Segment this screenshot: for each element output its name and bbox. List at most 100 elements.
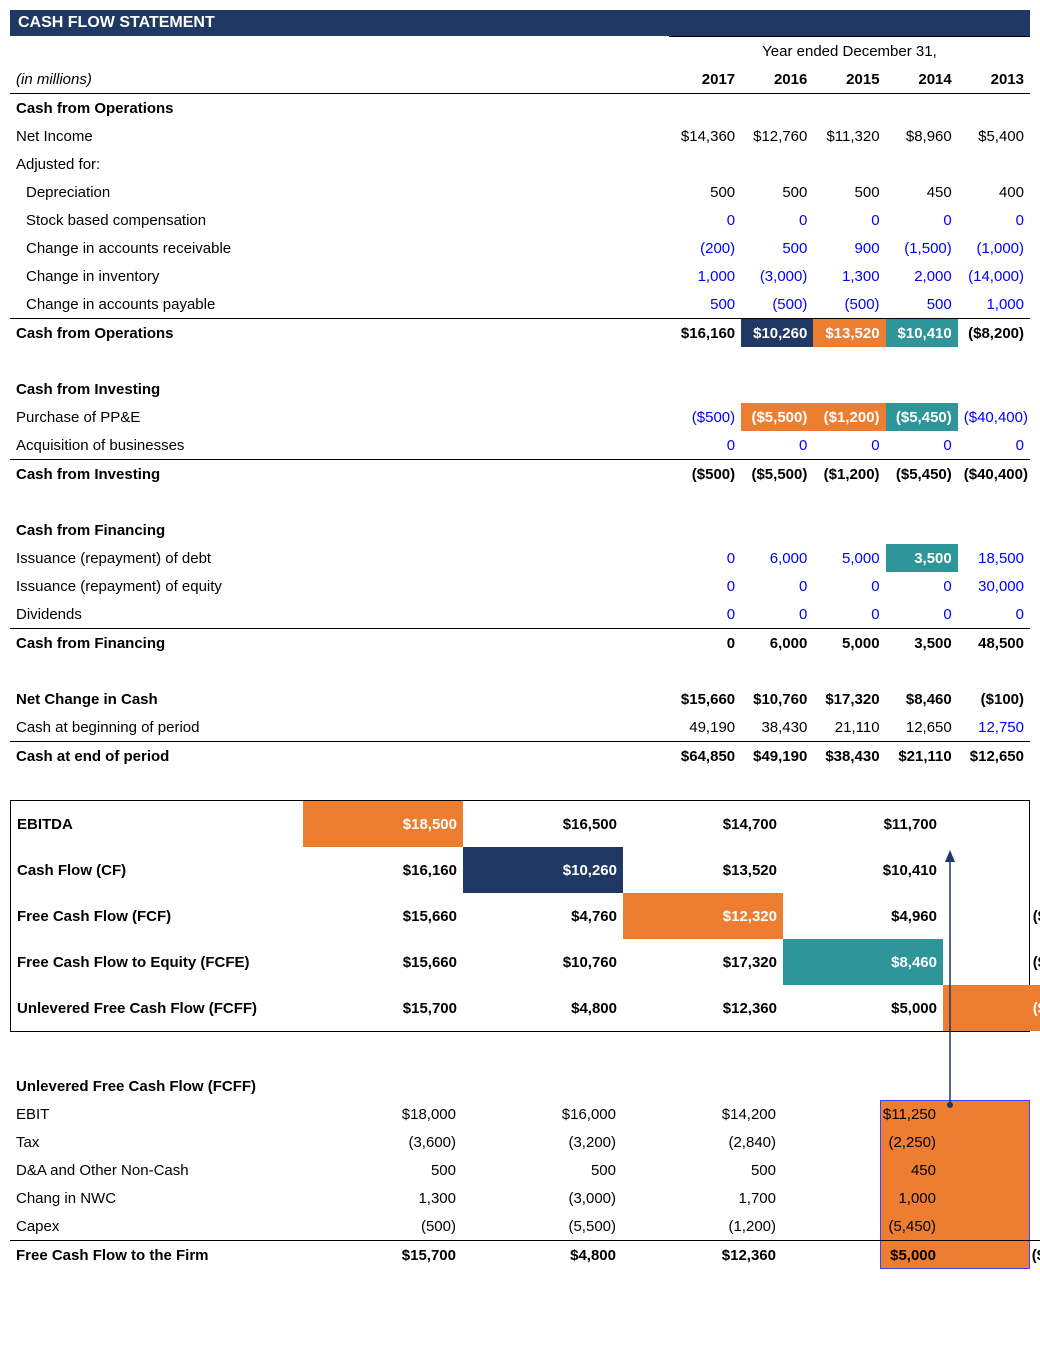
cell-value: (1,200) <box>622 1212 782 1241</box>
cell-value: 500 <box>741 234 813 262</box>
summary-label: Free Cash Flow to Equity (FCFE) <box>11 939 303 985</box>
cell-value: 0 <box>741 572 813 600</box>
units-label: (in millions) <box>10 65 669 94</box>
summary-value: $5,000 <box>783 985 943 1031</box>
cell-value: (200) <box>669 234 741 262</box>
cell-value: 0 <box>886 206 958 234</box>
summary-label: Unlevered Free Cash Flow (FCFF) <box>11 985 303 1031</box>
row-label: Change in inventory <box>10 262 669 290</box>
cell-value: 0 <box>669 572 741 600</box>
total-value: $5,000 <box>782 1241 942 1270</box>
row-label: Issuance (repayment) of debt <box>10 544 669 572</box>
cell-value: (1,000) <box>958 234 1030 262</box>
summary-value: $12,360 <box>623 985 783 1031</box>
cell-value: 0 <box>886 431 958 460</box>
total-label: Cash from Financing <box>10 629 669 658</box>
row-label: Acquisition of businesses <box>10 431 669 460</box>
summary-value: $18,500 <box>303 801 463 847</box>
summary-label: EBITDA <box>11 801 303 847</box>
section-title: Cash from Investing <box>10 375 669 403</box>
row-label: Change in accounts payable <box>10 290 669 319</box>
cell-value: 0 <box>958 206 1030 234</box>
cell-value: 0 <box>669 600 741 629</box>
fcff-block: Unlevered Free Cash Flow (FCFF)EBIT$18,0… <box>10 1072 1030 1269</box>
cell-value: (1,500) <box>886 234 958 262</box>
summary-value: $4,960 <box>783 893 943 939</box>
cell-value: 0 <box>741 431 813 460</box>
cell-value <box>741 150 813 178</box>
row-label: Purchase of PP&E <box>10 403 669 431</box>
year-col: 2017 <box>669 65 741 94</box>
cell-value: 1,300 <box>813 262 885 290</box>
cell-value: ($40,400) <box>958 403 1030 431</box>
cell-value: 18,500 <box>958 544 1030 572</box>
connector-arrow-icon <box>940 850 960 1110</box>
year-col: 2014 <box>886 65 958 94</box>
total-value: $4,800 <box>462 1241 622 1270</box>
cell-value: 500 <box>886 290 958 319</box>
summary-value: $15,660 <box>303 939 463 985</box>
total-value: $12,650 <box>958 742 1030 771</box>
cell-value: 500 <box>622 1156 782 1184</box>
cell-value: (14,000) <box>942 1184 1040 1212</box>
cell-value: (2,840) <box>622 1128 782 1156</box>
cell-value: $11,320 <box>813 122 885 150</box>
total-label: Free Cash Flow to the Firm <box>10 1241 302 1270</box>
cell-value: ($100) <box>958 685 1030 713</box>
total-value: ($1,200) <box>813 460 885 489</box>
cell-value: 5,000 <box>813 544 885 572</box>
cashflow-table: Year ended December 31, (in millions) 20… <box>10 36 1030 770</box>
cell-value: 0 <box>958 431 1030 460</box>
cell-value: $14,360 <box>669 122 741 150</box>
cell-value: 0 <box>886 572 958 600</box>
cell-value: 0 <box>669 206 741 234</box>
section-title: Cash from Financing <box>10 516 669 544</box>
total-value: $15,700 <box>302 1241 462 1270</box>
summary-value: $15,700 <box>303 985 463 1031</box>
row-label: Adjusted for: <box>10 150 669 178</box>
row-label: Stock based compensation <box>10 206 669 234</box>
total-value: $16,160 <box>669 319 741 348</box>
cell-value: 450 <box>886 178 958 206</box>
cell-value: 12,750 <box>958 713 1030 742</box>
cell-value: 500 <box>741 178 813 206</box>
cell-value: 30,000 <box>958 572 1030 600</box>
total-value: $38,430 <box>813 742 885 771</box>
cell-value: ($1,200) <box>813 403 885 431</box>
cell-value: $8,460 <box>886 685 958 713</box>
row-label: D&A and Other Non-Cash <box>10 1156 302 1184</box>
cell-value: 900 <box>813 234 885 262</box>
total-value: ($500) <box>669 460 741 489</box>
total-value: $10,260 <box>741 319 813 348</box>
cell-value: $11,250 <box>782 1100 942 1128</box>
cell-value: 0 <box>958 600 1030 629</box>
summary-value: $17,320 <box>623 939 783 985</box>
total-value: 5,000 <box>813 629 885 658</box>
summary-value: $4,760 <box>463 893 623 939</box>
total-value: 0 <box>669 629 741 658</box>
total-value: $64,850 <box>669 742 741 771</box>
cell-value: $17,320 <box>813 685 885 713</box>
summary-value: $11,700 <box>783 801 943 847</box>
cell-value: 49,190 <box>669 713 741 742</box>
cell-value: 38,430 <box>741 713 813 742</box>
year-col: 2015 <box>813 65 885 94</box>
cell-value: 0 <box>813 600 885 629</box>
total-value: ($40,400) <box>958 460 1030 489</box>
total-value: $13,520 <box>813 319 885 348</box>
cell-value: 21,110 <box>813 713 885 742</box>
row-label: Dividends <box>10 600 669 629</box>
total-value: 3,500 <box>886 629 958 658</box>
cell-value: 0 <box>886 600 958 629</box>
total-label: Cash at end of period <box>10 742 669 771</box>
cell-value: $18,000 <box>302 1100 462 1128</box>
cell-value: (500) <box>302 1212 462 1241</box>
row-label: Net Change in Cash <box>10 685 669 713</box>
cell-value: $16,000 <box>462 1100 622 1128</box>
cell-value: (1,360) <box>942 1128 1040 1156</box>
summary-value: $10,410 <box>783 847 943 893</box>
cell-value: (5,450) <box>782 1212 942 1241</box>
cell-value: 1,000 <box>958 290 1030 319</box>
total-value: $12,360 <box>622 1241 782 1270</box>
summary-value: $4,800 <box>463 985 623 1031</box>
